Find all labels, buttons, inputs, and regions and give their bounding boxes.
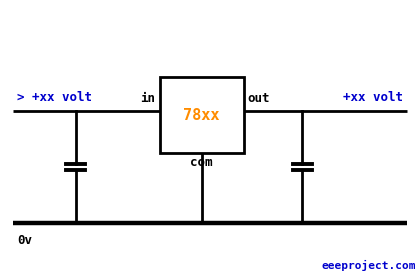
Text: 0v: 0v [17, 234, 32, 247]
Text: in: in [140, 93, 155, 105]
Bar [160, 77, 244, 153]
Text: eeeproject.com: eeeproject.com [321, 260, 416, 271]
Text: > +xx volt: > +xx volt [17, 91, 92, 104]
Text: com: com [190, 156, 213, 169]
Text: out: out [248, 93, 270, 105]
Text: 78xx: 78xx [184, 108, 220, 122]
Text: +xx volt: +xx volt [343, 91, 403, 104]
